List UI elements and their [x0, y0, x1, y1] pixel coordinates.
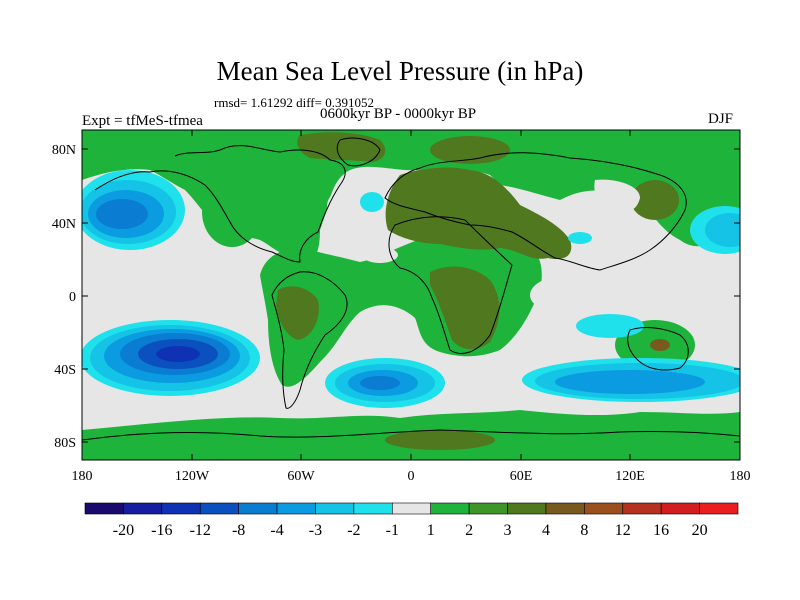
lon-label-180e: 180: [730, 469, 751, 484]
lon-label-60w: 60W: [287, 469, 315, 484]
colorbar-swatch: [699, 502, 739, 515]
colorbar-swatch: [468, 502, 508, 515]
south-pacific-low: [82, 320, 260, 396]
colorbar-label: 16: [653, 522, 669, 539]
antarctic-strong-positive-anomaly: [385, 430, 495, 450]
colorbar-label: -4: [270, 522, 283, 539]
north-atlantic-low: [360, 192, 384, 212]
colorbar-swatch: [84, 502, 124, 515]
stats-line: rmsd= 1.61292 diff= 0.391052: [214, 95, 374, 110]
australia-strong-positive-anomaly: [650, 339, 670, 351]
colorbar-label: -12: [190, 522, 211, 539]
greenland-coast: [336, 137, 381, 167]
antarctica-coast: [82, 429, 740, 441]
colorbar: -20 -16 -12 -8 -4 -3 -2 -1 1 2 3 4 8 12 16 20: [84, 502, 739, 539]
colorbar-label: -3: [309, 522, 322, 539]
map-title: Mean Sea Level Pressure (in hPa): [216, 56, 584, 86]
colorbar-label: -2: [347, 522, 360, 539]
colorbar-label: 4: [542, 522, 550, 539]
arabian-low: [568, 232, 592, 244]
indian-ocean-low: [576, 314, 644, 338]
colorbar-label: -1: [386, 522, 399, 539]
indian-ocean-neutral-patch: [530, 275, 610, 315]
asia-strong-positive-anomaly: [385, 167, 572, 260]
lon-label-0: 0: [408, 469, 415, 484]
lon-label-120e: 120E: [615, 469, 645, 484]
colorbar-label: 3: [504, 522, 512, 539]
siberia-strong-positive-anomaly: [430, 136, 510, 164]
east-asia-strong-positive-anomaly: [631, 180, 679, 220]
colorbar-label: 20: [692, 522, 708, 539]
east-pacific-low: [690, 206, 740, 254]
africa-neutral-patch: [362, 247, 398, 263]
colorbar-label: -20: [113, 522, 134, 539]
map-plot-area: [82, 130, 740, 460]
australia-coast: [627, 327, 689, 371]
coastlines: [82, 137, 740, 441]
colorbar-swatch: [622, 502, 662, 515]
experiment-label: Expt = tfMeS-tfmea: [82, 113, 203, 129]
colorbar-swatch: [199, 502, 239, 515]
season-label: DJF: [708, 111, 734, 127]
africa-coast: [388, 216, 513, 354]
colorbar-label: 1: [427, 522, 435, 539]
north-pacific-low: [82, 170, 185, 250]
africa-strong-positive-anomaly: [430, 266, 500, 350]
latitude-ticks: [82, 148, 740, 443]
colorbar-swatch: [238, 502, 278, 515]
period-label: 0600kyr BP - 0000kyr BP: [320, 106, 477, 122]
lat-label-0: 0: [69, 290, 76, 305]
lon-label-120w: 120W: [175, 469, 210, 484]
southern-ocean-low: [522, 358, 740, 402]
colorbar-swatch: [123, 502, 163, 515]
lon-label-60e: 60E: [510, 469, 533, 484]
south-america-strong-positive-anomaly: [276, 286, 319, 340]
colorbar-label: 8: [580, 522, 588, 539]
colorbar-swatch: [276, 502, 316, 515]
south-america-coast: [271, 271, 348, 409]
lat-label-40n: 40N: [52, 217, 76, 232]
colorbar-swatch: [315, 502, 355, 515]
colorbar-label: -8: [232, 522, 245, 539]
lat-label-40s: 40S: [54, 363, 76, 378]
eurasia-coast: [384, 152, 687, 271]
colorbar-swatch: [545, 502, 585, 515]
north-africa-neutral-patch: [594, 179, 640, 212]
colorbar-swatch: [584, 502, 624, 515]
north-america-coast: [94, 145, 346, 263]
lat-label-80n: 80N: [52, 143, 76, 158]
longitude-ticks: [81, 130, 741, 460]
colorbar-swatch: [353, 502, 393, 515]
colorbar-swatch: [430, 502, 470, 515]
colorbar-label: -16: [151, 522, 172, 539]
colorbar-swatch: [161, 502, 201, 515]
colorbar-label: 2: [465, 522, 473, 539]
lon-label-180w: 180: [72, 469, 93, 484]
colorbar-label: 12: [615, 522, 631, 539]
colorbar-swatch: [391, 502, 432, 515]
south-atlantic-low: [325, 358, 445, 408]
colorbar-swatch: [507, 502, 547, 515]
lat-label-80s: 80S: [54, 436, 76, 451]
east-pacific-positive-anomaly: [202, 177, 262, 247]
colorbar-swatch: [660, 502, 700, 515]
